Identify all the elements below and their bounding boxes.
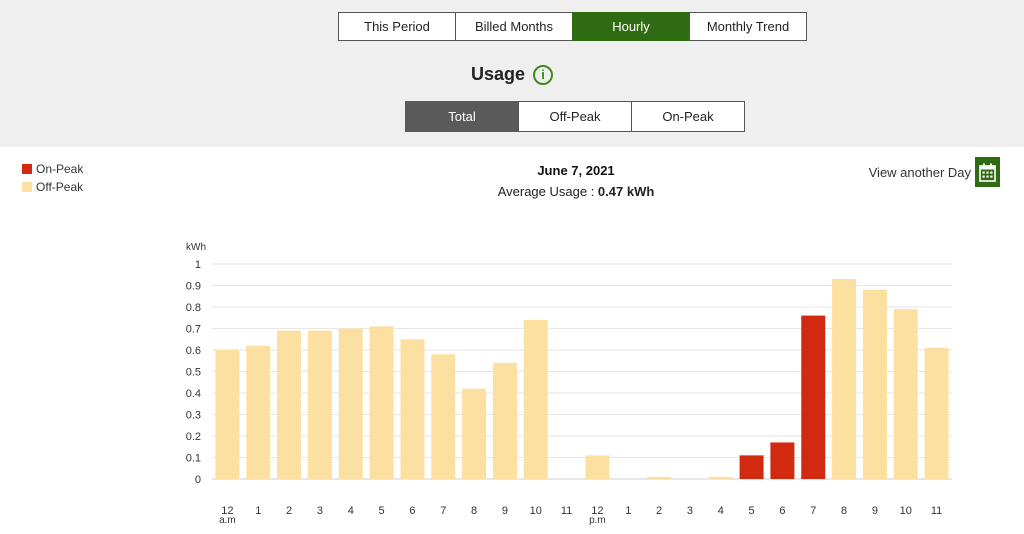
y-tick-label: 0.1	[186, 453, 201, 465]
bar-hour-3	[307, 330, 332, 479]
legend-swatch-on-peak	[22, 164, 32, 174]
bar-hour-16	[708, 476, 733, 479]
subtab-off-peak[interactable]: Off-Peak	[518, 101, 632, 132]
bar-hour-20	[832, 279, 857, 479]
view-tabs: This Period Billed Months Hourly Monthly…	[338, 12, 807, 41]
x-tick-label: 2	[656, 505, 662, 517]
bar-hour-17	[739, 455, 764, 479]
x-tick-label: 5	[749, 505, 755, 517]
subtab-total[interactable]: Total	[405, 101, 519, 132]
bar-hour-18	[770, 442, 795, 479]
x-tick-label: 1	[255, 505, 261, 517]
x-tick-label: 10	[900, 505, 912, 517]
x-tick-sublabel: a.m	[219, 515, 236, 526]
x-tick-label: 4	[348, 505, 354, 517]
y-axis-label: kWh	[186, 242, 206, 253]
x-tick-label: 8	[841, 505, 847, 517]
legend-item-off-peak: Off-Peak	[22, 178, 83, 196]
average-usage: Average Usage : 0.47 kWh	[0, 184, 1024, 199]
y-tick-label: 0.4	[186, 388, 201, 400]
tab-monthly-trend[interactable]: Monthly Trend	[689, 12, 807, 41]
bar-hour-6	[400, 339, 425, 479]
y-tick-label: 0.3	[186, 410, 201, 422]
x-tick-label: 7	[440, 505, 446, 517]
calendar-icon[interactable]	[975, 157, 1000, 187]
bar-hour-12	[585, 455, 610, 479]
x-tick-label: 2	[286, 505, 292, 517]
y-tick-label: 0.7	[186, 324, 201, 336]
y-tick-label: 0.9	[186, 281, 201, 293]
y-tick-label: 0	[195, 474, 201, 486]
x-tick-label: 1	[625, 505, 631, 517]
usage-title: Usage	[470, 64, 526, 84]
bar-hour-21	[862, 289, 887, 479]
x-tick-label: 7	[810, 505, 816, 517]
view-another-day-label: View another Day	[868, 164, 971, 180]
tab-this-period[interactable]: This Period	[338, 12, 456, 41]
x-tick-label: 12	[221, 505, 233, 517]
legend-label-off-peak: Off-Peak	[36, 180, 84, 194]
y-tick-label: 0.6	[186, 345, 201, 357]
x-tick-label: 5	[379, 505, 385, 517]
x-tick-label: 10	[530, 505, 542, 517]
usage-subtabs: Total Off-Peak On-Peak	[405, 101, 745, 132]
x-tick-sublabel: p.m	[589, 515, 606, 526]
bar-hour-8	[462, 388, 487, 479]
y-tick-label: 1	[195, 259, 201, 271]
bar-hour-19	[801, 315, 826, 479]
bar-hour-14	[647, 476, 672, 479]
bar-hour-5	[369, 326, 394, 479]
bar-hour-7	[431, 354, 456, 479]
x-tick-label: 11	[561, 505, 572, 517]
average-usage-label: Average Usage :	[497, 184, 598, 199]
view-another-day-button[interactable]: View another Day	[869, 157, 1000, 187]
legend-item-on-peak: On-Peak	[22, 160, 83, 178]
x-tick-label: 8	[471, 505, 477, 517]
average-usage-value: 0.47 kWh	[597, 184, 655, 199]
x-tick-label: 9	[872, 505, 878, 517]
x-tick-label: 11	[931, 505, 942, 517]
y-tick-label: 0.2	[186, 431, 201, 443]
bar-hour-0	[215, 350, 240, 479]
bar-hour-10	[523, 319, 548, 479]
bar-hour-4	[338, 328, 363, 479]
usage-heading: Usage i	[0, 64, 1024, 85]
x-tick-label: 4	[718, 505, 724, 517]
legend-swatch-off-peak	[22, 182, 32, 192]
x-tick-label: 6	[779, 505, 785, 517]
x-tick-label: 6	[409, 505, 415, 517]
bar-hour-22	[893, 309, 918, 479]
bar-hour-1	[246, 345, 271, 479]
bar-hour-9	[492, 362, 517, 479]
bar-hour-2	[277, 330, 302, 479]
tab-hourly[interactable]: Hourly	[572, 12, 690, 41]
x-tick-label: 12	[591, 505, 603, 517]
x-tick-label: 3	[317, 505, 323, 517]
chart-legend: On-Peak Off-Peak	[22, 160, 83, 196]
x-tick-label: 3	[687, 505, 693, 517]
tab-billed-months[interactable]: Billed Months	[455, 12, 573, 41]
bar-hour-23	[924, 347, 949, 479]
legend-label-on-peak: On-Peak	[36, 162, 84, 176]
y-tick-label: 0.8	[186, 302, 201, 314]
y-tick-label: 0.5	[186, 367, 201, 379]
chart-date: June 7, 2021	[537, 163, 615, 178]
x-tick-label: 9	[502, 505, 508, 517]
subtab-on-peak[interactable]: On-Peak	[631, 101, 745, 132]
info-icon[interactable]: i	[533, 65, 554, 85]
